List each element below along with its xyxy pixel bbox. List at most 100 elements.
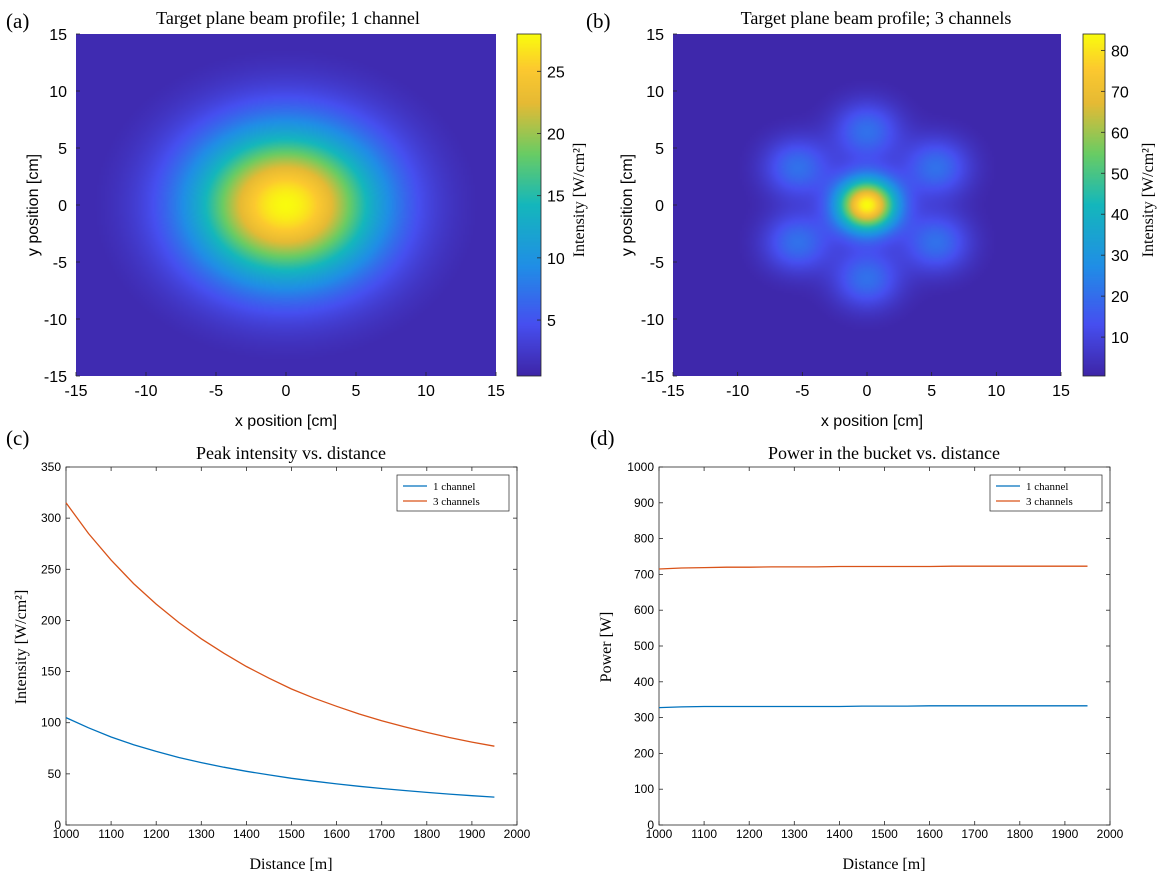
heatmap-b-ylabel: y position [cm] — [619, 154, 636, 256]
x-tick-label: 1900 — [459, 827, 486, 841]
colorbar-b-image — [1083, 34, 1105, 376]
colorbar-tick-label: 80 — [1111, 43, 1129, 60]
y-tick-label: 0 — [647, 818, 654, 832]
colorbar-b-frame — [1082, 33, 1106, 377]
y-tick-label: 10 — [49, 84, 67, 101]
legend-box — [396, 474, 510, 512]
panel-c-title: Peak intensity vs. distance — [196, 443, 386, 463]
series-line-1 — [658, 705, 1088, 709]
line-chart-c-ylabel: Intensity [W/cm²] — [13, 590, 30, 705]
x-tick-label: -5 — [795, 383, 809, 400]
x-tick-label: -15 — [64, 383, 87, 400]
colorbar-tick-label: 50 — [1111, 166, 1129, 183]
y-tick-label: 0 — [655, 198, 664, 215]
x-tick-label: 1400 — [826, 827, 853, 841]
panel-c-peak-intensity: (c) Peak intensity vs. distance 1000 1100… — [6, 426, 531, 873]
y-tick-label: 800 — [634, 532, 654, 546]
y-tick-label: 0 — [54, 818, 61, 832]
x-tick-label: 1800 — [413, 827, 440, 841]
plot-area — [658, 466, 1111, 826]
colorbar-a-frame — [516, 33, 542, 377]
x-tick-label: 1700 — [961, 827, 988, 841]
colorbar-tick-label: 25 — [547, 64, 565, 81]
y-tick-label: 250 — [41, 562, 61, 576]
x-tick-label: 5 — [352, 383, 361, 400]
y-tick-label: 100 — [634, 782, 654, 796]
heatmap-a-ylabel: y position [cm] — [25, 154, 42, 256]
x-tick-label: -10 — [726, 383, 749, 400]
panel-a-title: Target plane beam profile; 1 channel — [156, 8, 420, 28]
heatmap-a-image — [76, 34, 496, 376]
x-tick-label: 1500 — [871, 827, 898, 841]
x-tick-label: 5 — [927, 383, 936, 400]
line-chart-c-xlabel: Distance [m] — [249, 856, 332, 873]
y-tick-label: 100 — [41, 716, 61, 730]
colorbar-tick-label: 15 — [547, 189, 565, 206]
x-tick-label: 1100 — [691, 827, 717, 841]
x-tick-label: 1000 — [53, 827, 80, 841]
x-tick-label: 1400 — [233, 827, 260, 841]
x-tick-label: 0 — [863, 383, 872, 400]
x-tick-label: 1600 — [323, 827, 350, 841]
colorbar-tick-label: 10 — [1111, 330, 1129, 347]
x-tick-label: 1700 — [368, 827, 395, 841]
y-tick-label: -10 — [44, 312, 67, 329]
series-line-1 — [65, 717, 495, 798]
panel-a-tag: (a) — [6, 9, 29, 33]
x-tick-label: 1300 — [188, 827, 215, 841]
line-chart-c: 1000 1100 1200 1300 1400 1500 1600 1700 1800 1900… — [41, 460, 531, 841]
y-tick-label: 0 — [58, 198, 67, 215]
series-line-2 — [65, 502, 495, 747]
x-tick-label: 2000 — [504, 827, 531, 841]
x-tick-label: 1600 — [916, 827, 943, 841]
x-tick-label: -10 — [134, 383, 157, 400]
y-tick-label: -5 — [650, 255, 664, 272]
x-tick-label: 10 — [987, 383, 1005, 400]
y-tick-label: 200 — [634, 746, 654, 760]
colorbar-tick-label: 5 — [547, 313, 556, 330]
panel-b-beam-profile-3-channels: (b) Target plane beam profile; 3 channel… — [586, 8, 1157, 430]
legend-label: 3 channels — [433, 496, 480, 508]
x-tick-label: 1500 — [278, 827, 305, 841]
panel-a-beam-profile-1-channel: (a) Target plane beam profile; 1 channel… — [6, 8, 588, 430]
panel-b-title: Target plane beam profile; 3 channels — [741, 8, 1012, 28]
line-chart-d-ylabel: Power [W] — [598, 612, 615, 683]
x-tick-label: 1200 — [736, 827, 763, 841]
colorbar-tick-label: 20 — [547, 126, 565, 143]
heatmap-b-xlabel: x position [cm] — [821, 413, 923, 430]
colorbar-tick-label: 60 — [1111, 125, 1129, 142]
y-tick-label: 400 — [634, 675, 654, 689]
y-tick-label: 300 — [634, 711, 654, 725]
panel-b-tag: (b) — [586, 9, 611, 33]
colorbar-a-ticks: 5 10 15 20 25 — [537, 64, 565, 330]
y-tick-label: -15 — [44, 369, 67, 386]
plot-area — [65, 466, 518, 826]
x-tick-label: 1300 — [781, 827, 808, 841]
x-tick-label: 1900 — [1052, 827, 1079, 841]
y-tick-label: 600 — [634, 603, 654, 617]
y-tick-label: -5 — [53, 255, 67, 272]
panel-c-tag: (c) — [6, 426, 29, 450]
line-chart-d-xlabel: Distance [m] — [842, 856, 925, 873]
y-tick-label: 15 — [49, 27, 67, 44]
heatmap-a-xlabel: x position [cm] — [235, 413, 337, 430]
colorbar-tick-label: 20 — [1111, 289, 1129, 306]
colorbar-tick-label: 40 — [1111, 207, 1129, 224]
y-tick-label: 150 — [41, 665, 61, 679]
line-chart-d: 1000 1100 1200 1300 1400 1500 1600 1700 1800 1900… — [627, 460, 1123, 841]
x-tick-label: 0 — [282, 383, 291, 400]
x-tick-label: 1800 — [1006, 827, 1033, 841]
legend-label: 1 channel — [1026, 481, 1068, 493]
y-tick-label: 50 — [48, 767, 62, 781]
x-tick-label: 15 — [1052, 383, 1070, 400]
y-tick-label: 5 — [655, 141, 664, 158]
x-tick-label: -5 — [209, 383, 223, 400]
panel-d-tag: (d) — [590, 426, 615, 450]
x-tick-label: 15 — [487, 383, 505, 400]
heatmap-b-image — [673, 34, 1061, 376]
series-line-2 — [658, 565, 1088, 570]
colorbar-a-image — [517, 34, 541, 376]
y-tick-label: -15 — [641, 369, 664, 386]
colorbar-a-label: Intensity [W/cm²] — [571, 143, 588, 258]
